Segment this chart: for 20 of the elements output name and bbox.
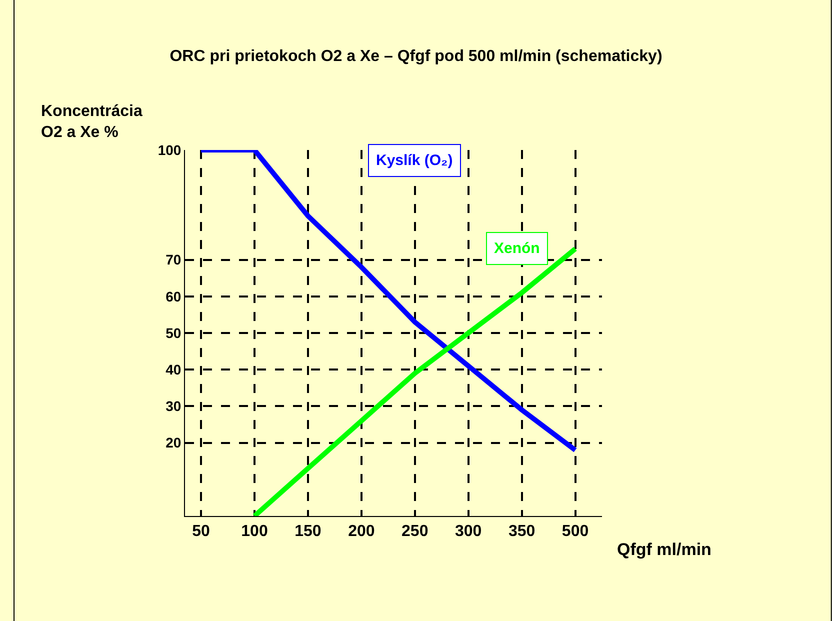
x-tick-label: 150 bbox=[294, 523, 322, 540]
x-tick-label: 50 bbox=[192, 523, 210, 540]
y-tick-label: 60 bbox=[166, 288, 182, 304]
y-axis-title: Koncentrácia O2 a Xe % bbox=[41, 103, 142, 141]
x-tick-label: 300 bbox=[455, 523, 482, 540]
chart-title: ORC pri prietokoch O2 a Xe – Qfgf pod 500 ml/min (schematicky) bbox=[170, 48, 662, 65]
x-axis-title: Qfgf ml/min bbox=[617, 540, 712, 559]
series-label: Xenón bbox=[494, 240, 540, 257]
y-tick-label: 100 bbox=[158, 142, 182, 158]
y-tick-label: 30 bbox=[166, 398, 182, 414]
y-tick-label: 50 bbox=[166, 324, 182, 341]
x-tick-label: 500 bbox=[562, 523, 589, 540]
y-tick-label: 40 bbox=[166, 362, 182, 378]
y-tick-label: 20 bbox=[166, 434, 182, 451]
x-tick-label: 200 bbox=[348, 523, 375, 540]
x-tick-label: 100 bbox=[241, 523, 268, 540]
text: Kyslík (O₂) bbox=[376, 152, 453, 169]
y-tick-label: 70 bbox=[166, 252, 182, 268]
x-tick-label: 350 bbox=[508, 523, 536, 540]
x-tick-label: 250 bbox=[402, 523, 428, 540]
